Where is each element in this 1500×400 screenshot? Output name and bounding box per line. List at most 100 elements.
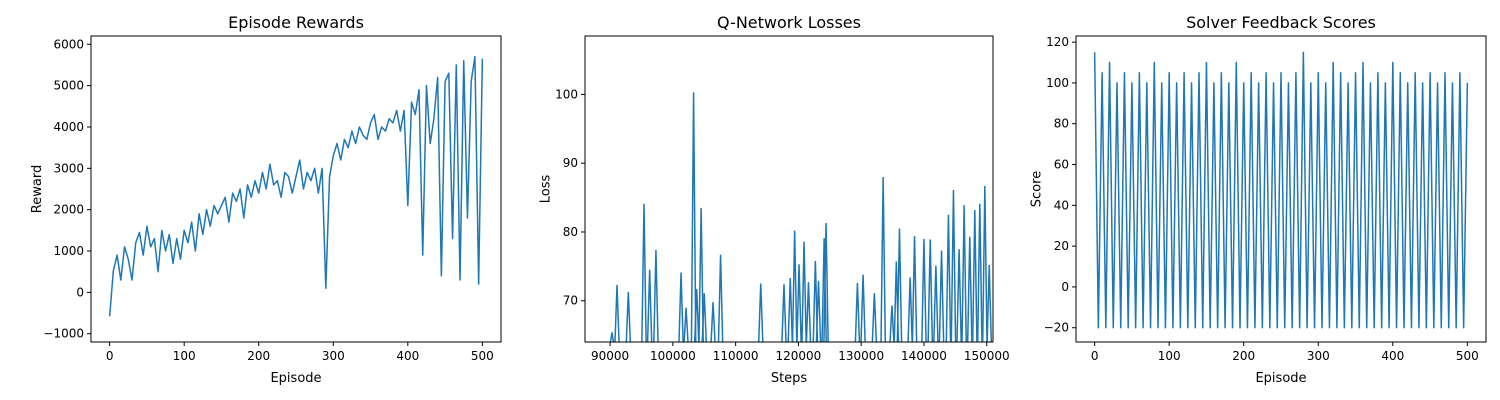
solver-feedback-scores-y-tick-label: 60 — [1054, 158, 1069, 172]
q-network-losses-x-tick-label: 140000 — [901, 349, 947, 363]
q-network-losses-spike — [938, 250, 945, 342]
q-network-losses-spike — [966, 236, 973, 342]
q-network-losses-spike — [646, 269, 653, 342]
q-network-losses-x-tick-label: 150000 — [964, 349, 1010, 363]
solver-feedback-scores-y-tick-label: 40 — [1054, 198, 1069, 212]
episode-rewards-axes-frame — [90, 35, 502, 343]
solver-feedback-scores-y-tick-label: 120 — [1046, 35, 1069, 49]
q-network-losses-spike — [880, 176, 887, 342]
q-network-losses-spike — [854, 282, 861, 342]
episode-rewards-y-tick-label: −1000 — [43, 327, 84, 341]
solver-feedback-scores-x-tick-label: 200 — [1232, 349, 1255, 363]
q-network-losses-x-tick-label: 130000 — [838, 349, 884, 363]
episode-rewards-series-line — [108, 55, 484, 317]
q-network-losses-axes-frame — [584, 35, 994, 343]
q-network-losses-spike — [781, 284, 787, 342]
q-network-losses-spike — [815, 280, 822, 342]
episode-rewards-y-tick-label: 0 — [76, 285, 84, 299]
episode-rewards-x-tick-label: 200 — [247, 349, 270, 363]
q-network-losses-spike — [791, 230, 798, 342]
episode-rewards-y-tick-label: 6000 — [53, 37, 84, 51]
q-network-losses-spike — [961, 205, 968, 342]
q-network-losses-spike — [717, 254, 724, 342]
q-network-losses-x-tick-label: 110000 — [713, 349, 759, 363]
q-network-losses-spike — [889, 305, 895, 342]
q-network-losses-spike — [907, 277, 913, 342]
episode-rewards-y-tick-label: 1000 — [53, 244, 84, 258]
solver-feedback-scores-data — [1093, 51, 1469, 329]
q-network-losses-spike — [701, 293, 708, 342]
q-network-losses-x-tick-label: 120000 — [776, 349, 822, 363]
q-network-losses-spike — [860, 274, 866, 342]
q-network-losses-spike — [801, 241, 807, 342]
q-network-losses-spike — [921, 238, 927, 342]
q-network-losses-spike — [821, 238, 827, 342]
q-network-losses-spike — [933, 265, 939, 342]
episode-rewards-title: Episode Rewards — [228, 13, 364, 32]
episode-rewards-plot: 0 100 200 300 400 500 −1000 0 1000 2000 3000 4000 50… — [30, 13, 502, 386]
q-network-losses-spike — [653, 249, 659, 342]
q-network-losses-x-tick-label: 100000 — [650, 349, 696, 363]
solver-feedback-scores-y-axis-label: Score — [1029, 171, 1044, 207]
episode-rewards-y-tick-label: 3000 — [53, 161, 84, 175]
q-network-losses-spike — [871, 293, 878, 342]
q-network-losses-spike — [690, 92, 697, 342]
episode-rewards-y-axis-label: Reward — [30, 165, 45, 213]
episode-rewards-data — [108, 55, 484, 317]
q-network-losses-y-tick-label: 90 — [563, 156, 578, 170]
q-network-losses-spike — [823, 223, 829, 342]
solver-feedback-scores-y-tick-label: −20 — [1044, 321, 1069, 335]
q-network-losses-spike — [710, 302, 716, 342]
q-network-losses-spike — [981, 185, 988, 342]
q-network-losses-data — [609, 92, 993, 342]
q-network-losses-spike — [911, 236, 918, 342]
q-network-losses-spike — [896, 228, 903, 342]
q-network-losses-y-tick-label: 70 — [563, 294, 578, 308]
q-network-losses-spike — [945, 214, 952, 342]
q-network-losses-spike — [971, 209, 978, 342]
episode-rewards-y-tick-label: 4000 — [53, 120, 84, 134]
q-network-losses-y-tick-label: 80 — [563, 225, 578, 239]
solver-feedback-scores-axes-frame — [1075, 35, 1487, 343]
episode-rewards-x-axis-label: Episode — [270, 371, 321, 386]
episode-rewards-x-tick-label: 0 — [106, 349, 114, 363]
q-network-losses-spike — [641, 203, 647, 342]
q-network-losses-spike — [683, 307, 689, 342]
solver-feedback-scores-x-tick-label: 400 — [1381, 349, 1404, 363]
solver-feedback-scores-x-tick-label: 0 — [1091, 349, 1099, 363]
episode-rewards-x-tick-label: 100 — [173, 349, 196, 363]
q-network-losses-x-axis-label: Steps — [771, 371, 808, 386]
episode-rewards-x-tick-label: 300 — [322, 349, 345, 363]
solver-feedback-scores-y-tick-label: 80 — [1054, 117, 1069, 131]
q-network-losses-spike — [614, 284, 620, 342]
q-network-losses-spike — [698, 207, 704, 342]
q-network-losses-spike — [625, 291, 632, 342]
episode-rewards-y-tick-label: 5000 — [53, 79, 84, 93]
q-network-losses-spike — [678, 272, 684, 342]
q-network-losses-spike — [805, 282, 812, 342]
q-network-losses-spike — [787, 278, 794, 342]
solver-feedback-scores-x-tick-label: 500 — [1456, 349, 1479, 363]
q-network-losses-spike — [986, 264, 993, 342]
solver-feedback-scores-series-line — [1093, 51, 1469, 329]
episode-rewards-x-tick-label: 400 — [396, 349, 419, 363]
q-network-losses-spike — [757, 283, 764, 342]
solver-feedback-scores-y-tick-label: 0 — [1061, 280, 1069, 294]
q-network-losses-plot: 90000 100000 110000 120000 130000 140000 15000… — [538, 13, 1009, 386]
episode-rewards-y-tick-label: 2000 — [53, 203, 84, 217]
q-network-losses-spike — [956, 249, 962, 342]
q-network-losses-x-tick-label: 90000 — [591, 349, 629, 363]
q-network-losses-title: Q-Network Losses — [717, 13, 861, 32]
q-network-losses-spike — [976, 203, 983, 342]
q-network-losses-spike — [927, 239, 934, 342]
episode-rewards-x-tick-label: 500 — [471, 349, 494, 363]
solver-feedback-scores-x-axis-label: Episode — [1255, 371, 1306, 386]
q-network-losses-spike — [693, 289, 700, 342]
solver-feedback-scores-title: Solver Feedback Scores — [1186, 13, 1376, 32]
solver-feedback-scores-y-tick-label: 100 — [1046, 76, 1069, 90]
q-network-losses-y-axis-label: Loss — [538, 175, 553, 204]
q-network-losses-spike — [609, 332, 615, 342]
q-network-losses-spike — [950, 190, 957, 342]
solver-feedback-scores-x-tick-label: 100 — [1158, 349, 1181, 363]
